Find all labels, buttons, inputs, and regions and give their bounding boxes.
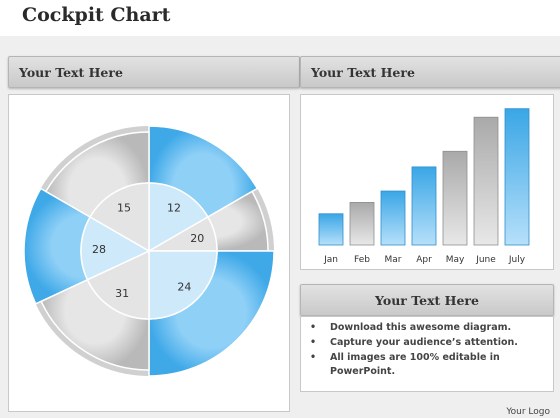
- pie-slice-label: 31: [115, 287, 129, 300]
- pie-chart: 12 20 24 31 28 15: [23, 125, 275, 377]
- right-bottom-header-label: Your Text Here: [375, 292, 479, 308]
- bar-chart: Jan Feb Mar Apr May June July: [318, 108, 530, 265]
- bullet-item: Capture your audience’s attention.: [310, 336, 546, 350]
- bullet-item: Download this awesome diagram.: [310, 321, 546, 335]
- logo-text: Your Logo: [506, 407, 550, 417]
- x-tick-label: Jan: [323, 255, 338, 265]
- pie-inner-slice: [89, 182, 150, 253]
- right-bottom-header: Your Text Here: [300, 284, 554, 316]
- pie-inner-slice: [148, 250, 218, 320]
- x-tick-label: Apr: [416, 255, 432, 265]
- pie-inner-slice: [148, 182, 209, 253]
- x-tick-label: Mar: [385, 255, 402, 265]
- pie-slice-label: 28: [92, 243, 106, 256]
- bullet-item: All images are 100% editable in PowerPoi…: [310, 351, 546, 379]
- x-tick-label: July: [508, 255, 526, 265]
- bar: [318, 213, 344, 246]
- bar: [411, 166, 437, 246]
- pie-slice-label: 12: [167, 202, 181, 215]
- left-header: Your Text Here: [8, 56, 300, 88]
- x-tick-label: Feb: [354, 255, 370, 265]
- bar: [349, 202, 375, 246]
- left-header-label: Your Text Here: [19, 64, 123, 80]
- pie-panel: 12 20 24 31 28 15: [8, 94, 290, 412]
- right-top-header: Your Text Here: [300, 56, 560, 88]
- pie-slice-label: 24: [177, 280, 191, 293]
- bullet-list: Download this awesome diagram. Capture y…: [310, 321, 546, 380]
- right-top-header-label: Your Text Here: [311, 64, 415, 80]
- pie-slice-label: 20: [190, 232, 204, 245]
- pie-inner-slice: [80, 215, 151, 281]
- bar: [473, 116, 499, 246]
- page-title: Cockpit Chart: [22, 4, 171, 26]
- bar: [442, 150, 468, 246]
- bar-panel: Jan Feb Mar Apr May June July: [300, 94, 554, 270]
- pie-slice-label: 15: [117, 202, 131, 215]
- x-tick-label: June: [475, 255, 496, 265]
- bar: [380, 190, 406, 246]
- pie-inner-slice: [86, 249, 150, 320]
- x-tick-label: May: [446, 255, 465, 265]
- bar: [504, 108, 530, 246]
